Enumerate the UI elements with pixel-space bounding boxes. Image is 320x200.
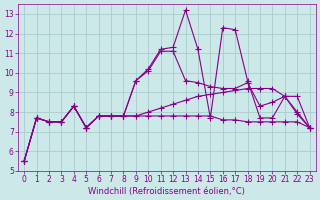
X-axis label: Windchill (Refroidissement éolien,°C): Windchill (Refroidissement éolien,°C) (88, 187, 245, 196)
